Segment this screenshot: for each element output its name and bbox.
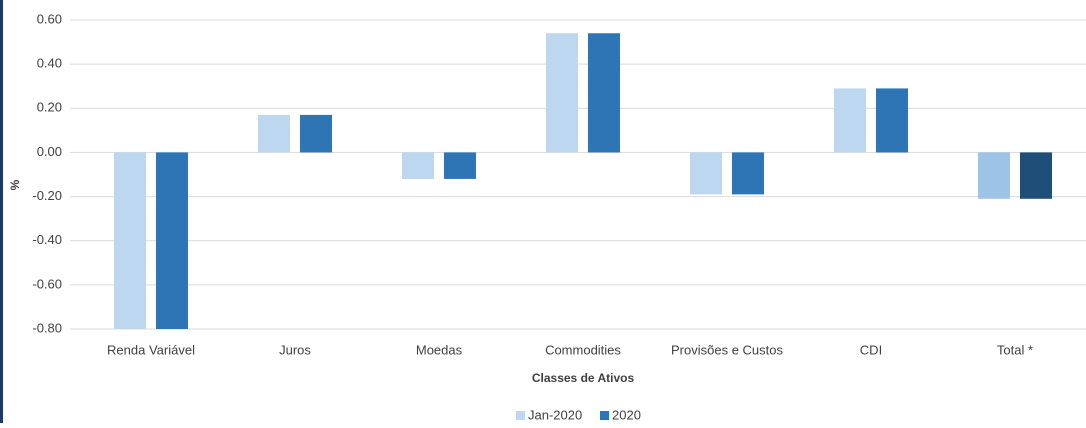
legend-label: Jan-2020	[528, 407, 582, 422]
bar	[588, 33, 620, 153]
bar	[402, 152, 434, 179]
x-tick-label: CDI	[860, 342, 882, 357]
y-tick-label: -0.80	[32, 320, 62, 335]
x-tick-label: Total *	[997, 342, 1033, 357]
bar	[732, 152, 764, 195]
x-tick-label: Juros	[279, 342, 311, 357]
x-tick-label: Provisões e Custos	[671, 342, 783, 357]
bar	[546, 33, 578, 153]
bar	[300, 114, 332, 153]
y-axis-title: %	[8, 179, 22, 190]
bar	[1020, 152, 1052, 199]
y-tick-label: 0.60	[37, 11, 62, 26]
legend-swatch	[600, 411, 609, 420]
bar	[444, 152, 476, 179]
bar	[834, 88, 866, 153]
x-tick-label: Moedas	[416, 342, 463, 357]
x-axis-title: Classes de Ativos	[532, 371, 635, 385]
bar	[690, 152, 722, 195]
x-tick-label: Renda Variável	[107, 342, 195, 357]
legend-label: 2020	[612, 407, 641, 422]
bar	[978, 152, 1010, 199]
y-tick-label: -0.60	[32, 276, 62, 291]
bar	[258, 114, 290, 153]
legend-swatch	[516, 411, 525, 420]
y-tick-label: -0.40	[32, 232, 62, 247]
bar	[114, 152, 146, 329]
y-tick-label: 0.00	[37, 144, 62, 159]
y-tick-label: -0.20	[32, 188, 62, 203]
y-tick-label: 0.40	[37, 56, 62, 71]
bar	[156, 152, 188, 329]
y-tick-label: 0.20	[37, 100, 62, 115]
frame-edge	[0, 0, 3, 423]
bar	[876, 88, 908, 153]
x-tick-label: Commodities	[545, 342, 621, 357]
